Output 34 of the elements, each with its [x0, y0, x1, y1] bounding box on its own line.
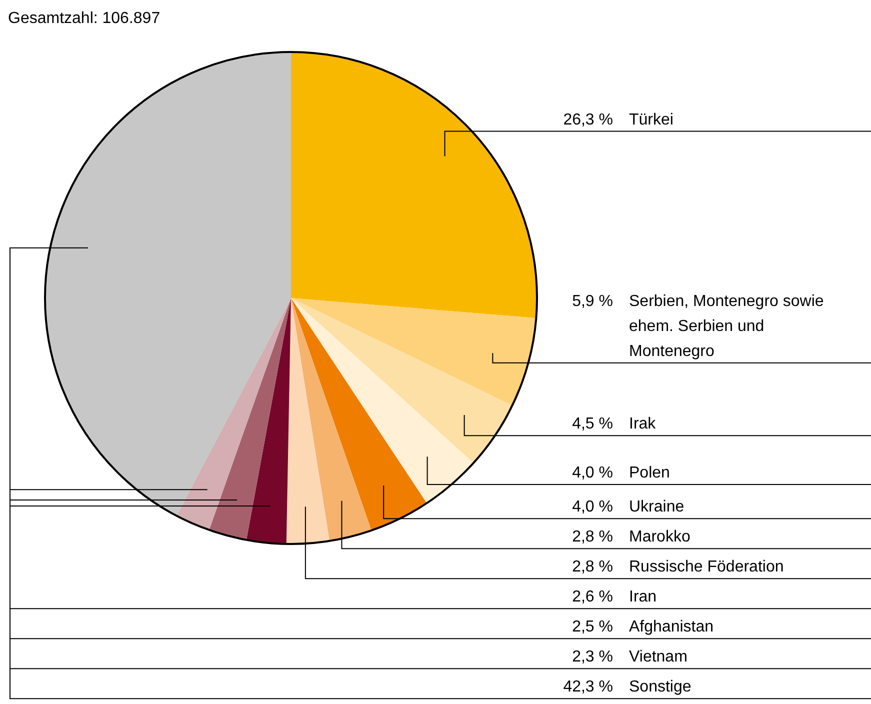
data-label: 4,0 % — [572, 464, 613, 482]
data-label: 4,5 % — [572, 416, 613, 433]
pie-slice — [291, 52, 537, 318]
data-label: 2,3 % — [572, 648, 613, 666]
pie-slice — [286, 298, 330, 544]
slice-label: Türkei — [629, 111, 674, 128]
data-label: 2,8 % — [572, 528, 613, 546]
slice-label: Vietnam — [629, 648, 688, 666]
data-label: 2,8 % — [572, 558, 613, 576]
slice-label: Afghanistan — [629, 618, 714, 636]
data-label: 4,0 % — [572, 498, 613, 516]
pie-slice — [291, 298, 372, 541]
data-label: 26,3 % — [563, 111, 613, 128]
slice-label: Iran — [629, 588, 657, 606]
pie-slice — [291, 298, 474, 504]
slice-label: Serbien, Montenegro sowie ehem. Serbien und Montenegro — [629, 292, 824, 360]
slice-label: Polen — [629, 464, 670, 482]
chart-title: Gesamtzahl: 106.897 — [8, 10, 160, 28]
pie-slice — [246, 298, 291, 544]
pie-slice — [291, 298, 512, 463]
pie-slice — [291, 298, 536, 406]
data-label: 5,9 % — [572, 292, 613, 310]
pie-slice — [45, 52, 291, 516]
pie-slice — [209, 298, 291, 540]
slice-label: Irak — [629, 416, 657, 433]
slice-label: Ukraine — [629, 498, 684, 516]
slice-label: Russische Föderation — [629, 558, 784, 576]
data-label: 2,6 % — [572, 588, 613, 606]
pie-slice — [291, 298, 427, 530]
data-label: 42,3 % — [563, 678, 613, 696]
slice-label: Sonstige — [629, 678, 692, 696]
data-label: 2,5 % — [572, 618, 613, 636]
pie-slice — [176, 298, 291, 530]
slice-label: Marokko — [629, 528, 690, 546]
